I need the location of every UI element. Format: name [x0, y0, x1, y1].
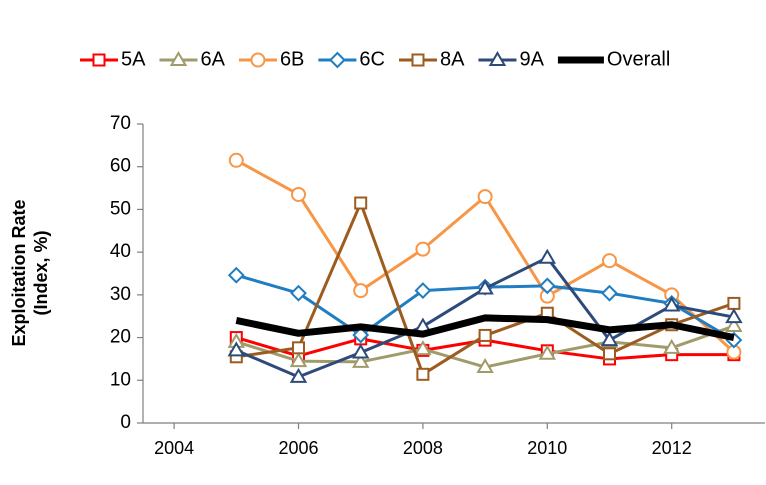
y-axis-title-line: (Index, %): [31, 230, 51, 315]
data-point: [352, 326, 370, 344]
data-point: [353, 283, 369, 299]
data-point: [478, 328, 492, 342]
y-tick-label: 40: [110, 241, 131, 262]
x-tick-label: 2004: [154, 438, 194, 458]
legend-marker: [250, 52, 266, 68]
legend-label: 9A: [519, 48, 544, 70]
data-point: [538, 248, 557, 264]
data-point: [725, 317, 743, 333]
data-point: [415, 241, 431, 257]
data-point: [601, 284, 618, 302]
x-tick-label: 2012: [652, 438, 692, 458]
data-point: [476, 279, 494, 295]
data-point: [538, 277, 556, 295]
legend-label: 6A: [200, 48, 225, 70]
data-point: [725, 308, 743, 324]
y-tick-label: 0: [120, 412, 131, 433]
data-point: [289, 367, 308, 383]
data-point: [228, 152, 244, 168]
data-point: [603, 347, 616, 361]
y-axis-title-line: Exploitation Rate: [9, 199, 29, 346]
x-tick-label: 2006: [278, 438, 318, 458]
legend-label: 6B: [280, 48, 304, 70]
y-axis-title: Exploitation Rate (Index, %): [9, 199, 51, 346]
data-point: [538, 344, 557, 360]
y-tick-label: 20: [110, 327, 131, 348]
data-point: [414, 340, 432, 356]
data-point: [727, 296, 741, 310]
data-point: [477, 189, 493, 205]
y-tick-label: 10: [110, 369, 131, 390]
x-tick-label: 2008: [403, 438, 443, 458]
legend-marker: [488, 51, 507, 66]
data-point: [289, 352, 308, 368]
legend-label: Overall: [607, 48, 670, 70]
data-point: [351, 343, 370, 359]
data-point: [662, 296, 681, 312]
legend-label: 8A: [440, 48, 465, 70]
data-point: [662, 338, 681, 354]
data-point: [291, 186, 306, 202]
data-point: [290, 284, 307, 302]
legend-marker: [92, 53, 106, 67]
y-tick-label: 60: [110, 156, 131, 177]
data-point: [227, 266, 245, 284]
data-point: [292, 341, 305, 355]
legend-label: 5A: [121, 48, 146, 70]
data-point: [354, 196, 368, 210]
legend-marker: [169, 51, 188, 66]
data-point: [476, 358, 494, 374]
data-point: [602, 253, 617, 269]
legend-marker: [411, 53, 425, 67]
data-point: [600, 331, 619, 347]
x-tick-label: 2010: [527, 438, 567, 458]
y-tick-label: 70: [110, 113, 131, 134]
data-point: [227, 341, 246, 357]
y-tick-label: 50: [110, 198, 131, 219]
data-point: [414, 282, 432, 299]
data-point: [416, 367, 430, 381]
y-tick-label: 30: [110, 284, 131, 305]
legend-marker: [328, 51, 346, 69]
series-line: [235, 314, 735, 341]
legend-label: 6C: [359, 48, 385, 70]
data-point: [351, 352, 370, 368]
